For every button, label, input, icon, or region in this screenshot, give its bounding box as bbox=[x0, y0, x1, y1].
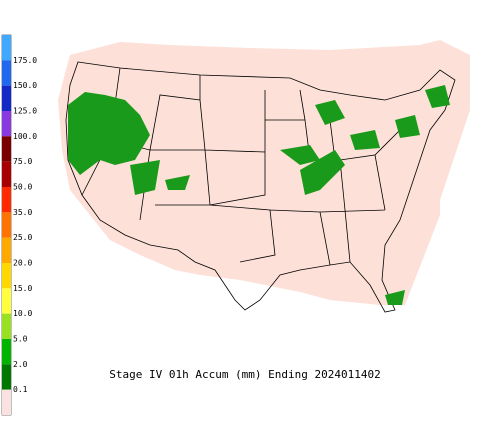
legend-label: 175.0 bbox=[13, 56, 37, 65]
legend-label: 75.0 bbox=[13, 157, 32, 166]
legend-swatch bbox=[2, 263, 11, 289]
legend-label: 50.0 bbox=[13, 183, 32, 192]
legend-swatch bbox=[2, 161, 11, 187]
legend-label: 5.0 bbox=[13, 335, 28, 344]
legend-label: 35.0 bbox=[13, 208, 32, 217]
legend-swatch bbox=[2, 60, 11, 86]
us-outline bbox=[65, 61, 456, 313]
legend-label: 15.0 bbox=[13, 284, 32, 293]
legend-swatch bbox=[2, 313, 11, 339]
legend-swatch bbox=[2, 212, 11, 238]
legend-label: 125.0 bbox=[13, 107, 37, 116]
legend-swatch bbox=[2, 288, 11, 314]
legend-swatch bbox=[2, 389, 11, 415]
legend-swatch bbox=[2, 364, 11, 390]
legend-label: 25.0 bbox=[13, 233, 32, 242]
caption: Stage IV 01h Accum (mm) Ending 202401140… bbox=[109, 368, 381, 381]
legend-swatch bbox=[2, 237, 11, 263]
legend-label: 10.0 bbox=[13, 309, 32, 318]
legend-label: 100.0 bbox=[13, 132, 37, 141]
legend-swatch bbox=[2, 35, 11, 61]
legend-swatch bbox=[2, 339, 11, 365]
legend-swatch bbox=[2, 85, 11, 111]
legend-swatch bbox=[2, 187, 11, 213]
precipitation bbox=[68, 85, 450, 305]
legend-swatch bbox=[2, 111, 11, 137]
coverage-area bbox=[58, 40, 470, 305]
legend-label: 0.1 bbox=[13, 385, 28, 394]
legend-label: 150.0 bbox=[13, 81, 37, 90]
legend-swatch bbox=[2, 136, 11, 162]
legend-label: 20.0 bbox=[13, 259, 32, 268]
legend-label: 2.0 bbox=[13, 360, 28, 369]
